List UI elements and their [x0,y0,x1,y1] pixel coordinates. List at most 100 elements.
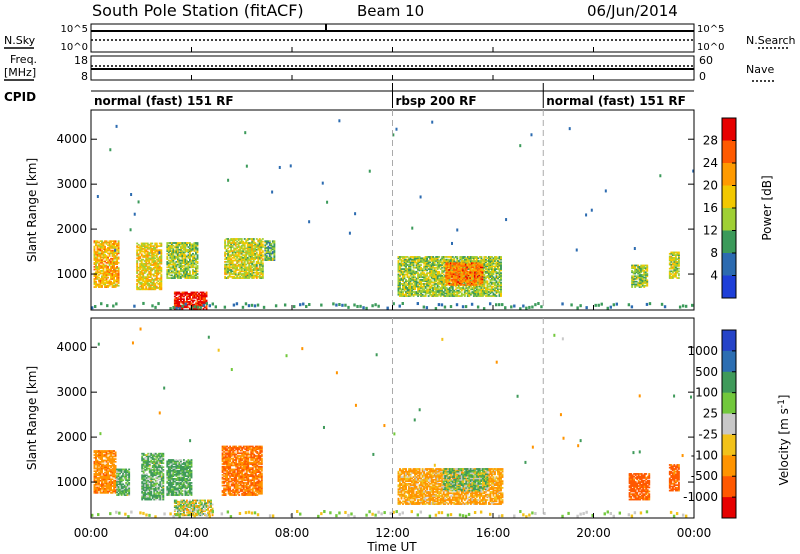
heatmap-cell [242,251,245,254]
heatmap-cell [271,240,274,243]
heatmap-cell [264,256,267,259]
heatmap-cell [417,264,420,266]
heatmap-cell [240,238,243,240]
heatmap-cell [433,291,436,293]
heatmap-cell [113,244,116,247]
heatmap-cell [460,266,463,269]
heatmap-cell [441,277,444,280]
heatmap-cell [117,268,120,271]
heatmap-cell [472,283,475,286]
heatmap-cell [93,257,96,260]
heatmap-cell [185,267,188,270]
heatmap-cell [402,260,404,262]
heatmap-cell [167,244,170,247]
heatmap-cell [96,489,99,491]
heatmap-cell [175,250,178,252]
heatmap-cell [435,288,438,291]
heatmap-cell [196,277,199,279]
heatmap-cell [146,243,149,246]
heatmap-cell [461,305,465,309]
heatmap-cell [439,281,442,284]
heatmap-cell [421,288,424,291]
heatmap-cell [445,269,448,271]
heatmap-cell [436,285,439,288]
heatmap-cell [245,270,248,273]
heatmap-cell [422,305,426,309]
heatmap-cell [465,284,468,287]
heatmap-cell [105,483,108,486]
heatmap-cell [445,262,448,265]
heatmap-cell [492,277,495,280]
heatmap-cell [160,281,163,284]
heatmap-cell [107,456,109,459]
heatmap-cell [438,278,441,281]
heatmap-cell [96,454,99,456]
heatmap-cell [99,249,102,252]
heatmap-cell [421,272,424,274]
heatmap-cell [240,266,243,269]
heatmap-cell [178,298,181,301]
heatmap-cell [251,270,254,273]
heatmap-cell [461,273,464,275]
heatmap-cell [188,266,191,269]
heatmap-cell [93,274,96,276]
heatmap-cell [136,269,139,272]
heatmap-cell [450,285,453,288]
heatmap-cell [143,250,146,253]
heatmap-cell [116,267,119,270]
heatmap-cell [155,249,158,252]
heatmap-cell [108,283,111,286]
heatmap-cell [172,306,175,310]
heatmap-cell [495,274,498,277]
heatmap-cell [458,270,461,273]
heatmap-cell [469,273,472,275]
heatmap-cell [441,278,444,281]
heatmap-cell [466,276,469,279]
heatmap-cell [438,291,441,293]
heatmap-cell [116,256,119,259]
heatmap-cell [175,306,178,310]
heatmap-cell [411,262,413,265]
heatmap-cell [227,270,230,273]
heatmap-cell [423,261,426,264]
heatmap-cell [98,279,100,282]
heatmap-cell [108,268,111,271]
heatmap-cell [634,278,637,280]
heatmap-cell [185,262,188,265]
heatmap-cell [95,490,97,493]
heatmap-cell [433,258,436,261]
heatmap-cell [671,254,674,257]
heatmap-cell [193,274,196,277]
heatmap-cell [492,270,495,273]
heatmap-cell [439,260,442,262]
heatmap-cell [196,250,199,252]
heatmap-cell [418,283,421,285]
heatmap-cell [101,253,103,256]
heatmap-cell [230,259,233,262]
heatmap-cell [95,268,97,271]
heatmap-cell [640,270,643,272]
heatmap-cell [439,287,442,289]
heatmap-cell [108,475,111,478]
heatmap-cell [173,274,176,277]
heatmap-cell [95,283,97,286]
heatmap-cell [430,265,433,268]
heatmap-cell [671,262,674,265]
heatmap-cell [487,276,490,279]
heatmap-cell [145,261,148,264]
heatmap-cell [486,287,489,289]
heatmap-cell [223,305,227,309]
heatmap-cell [456,228,459,232]
heatmap-cell [151,288,154,291]
heatmap-cell [270,256,273,259]
heatmap-cell [116,275,119,278]
heatmap-cell [677,273,680,275]
heatmap-cell [195,306,197,309]
heatmap-cell [423,276,426,279]
heatmap-cell [442,270,445,273]
heatmap-cell [460,288,463,291]
heatmap-cell [248,274,251,277]
heatmap-cell [454,285,457,288]
heatmap-cell [99,471,102,474]
heatmap-cell [157,262,160,265]
